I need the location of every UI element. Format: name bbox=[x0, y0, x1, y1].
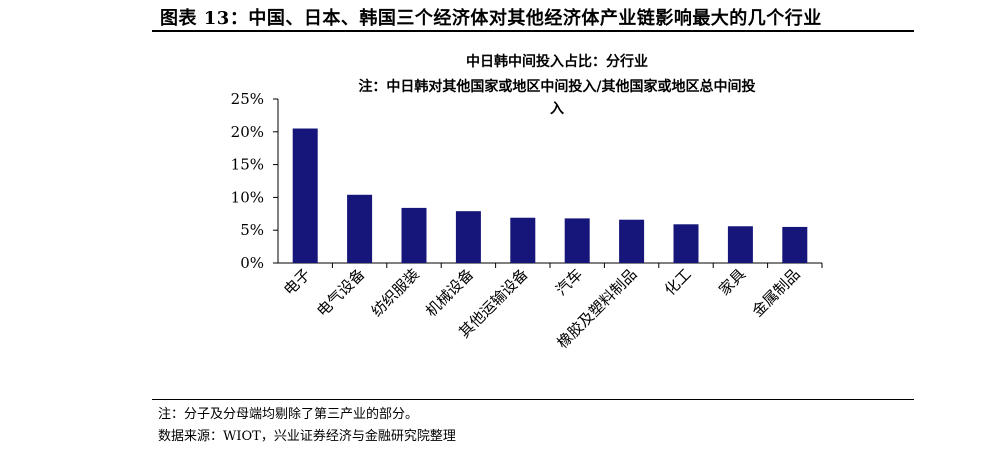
y-tick-label: 15% bbox=[231, 156, 264, 174]
bar bbox=[619, 219, 645, 263]
category-label: 家具 bbox=[715, 265, 749, 299]
y-tick-label: 25% bbox=[231, 90, 264, 108]
bar bbox=[564, 218, 590, 263]
bar bbox=[673, 224, 699, 263]
bar bbox=[292, 128, 318, 263]
bar bbox=[455, 211, 481, 263]
y-tick-label: 0% bbox=[240, 254, 264, 272]
bar-chart: 中日韩中间投入占比：分行业 注：中日韩对其他国家或地区中间投入/其他国家或地区总… bbox=[231, 53, 823, 352]
data-source: 数据来源：WIOT，兴业证券经济与金融研究院整理 bbox=[158, 429, 456, 444]
bar bbox=[510, 217, 536, 263]
figure-title: 图表 13：中国、日本、韩国三个经济体对其他经济体产业链影响最大的几个行业 bbox=[160, 8, 822, 29]
chart-title: 中日韩中间投入占比：分行业 bbox=[466, 53, 648, 70]
bar bbox=[782, 226, 808, 263]
bar bbox=[347, 194, 373, 263]
y-tick-label: 5% bbox=[240, 221, 264, 239]
bar bbox=[727, 226, 753, 263]
category-label: 纺织服装 bbox=[368, 265, 423, 320]
footer-rule bbox=[152, 399, 914, 400]
category-label: 电子 bbox=[280, 265, 314, 299]
footnote: 注：分子及分母端均剔除了第三产业的部分。 bbox=[158, 407, 419, 422]
chart-subtitle-line-2: 入 bbox=[550, 101, 564, 117]
bar bbox=[401, 207, 427, 263]
category-label: 汽车 bbox=[552, 265, 586, 299]
title-rule bbox=[152, 30, 914, 32]
chart-subtitle-line-1: 注：中日韩对其他国家或地区中间投入/其他国家或地区总中间投 bbox=[358, 78, 755, 95]
category-label: 化工 bbox=[661, 265, 695, 299]
y-tick-label: 20% bbox=[231, 123, 264, 141]
category-label: 机械设备 bbox=[422, 265, 477, 320]
category-label: 金属制品 bbox=[748, 265, 803, 320]
category-label: 电气设备 bbox=[313, 265, 368, 320]
y-tick-label: 10% bbox=[231, 188, 264, 206]
